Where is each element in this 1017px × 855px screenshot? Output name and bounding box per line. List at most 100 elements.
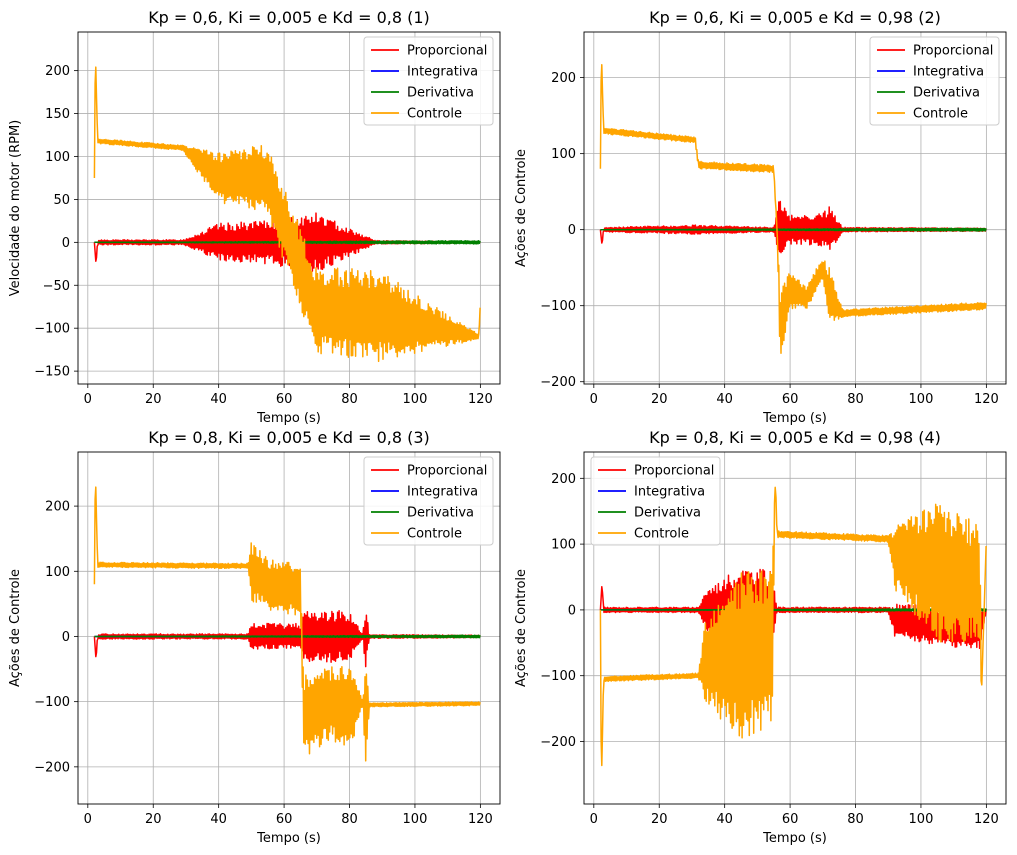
series-line-derivativa bbox=[600, 227, 987, 232]
x-axis-label: Tempo (s) bbox=[762, 831, 827, 846]
legend-label: Integrativa bbox=[634, 485, 705, 500]
x-tick-label: 20 bbox=[651, 392, 668, 407]
legend-label: Derivativa bbox=[407, 86, 474, 101]
x-tick-label: 0 bbox=[84, 812, 92, 827]
x-tick-label: 120 bbox=[974, 392, 999, 407]
legend-label: Derivativa bbox=[913, 86, 980, 101]
series-line-controle bbox=[599, 486, 987, 767]
plot-area bbox=[93, 66, 481, 363]
x-tick-label: 0 bbox=[590, 812, 598, 827]
y-tick-label: −50 bbox=[43, 279, 70, 294]
x-tick-label: 80 bbox=[847, 812, 864, 827]
y-axis-label: Velocidade do motor (RPM) bbox=[8, 120, 23, 297]
axes-frame bbox=[77, 451, 501, 805]
y-tick-label: 100 bbox=[45, 150, 70, 165]
series-line-proporcional bbox=[599, 200, 987, 254]
x-tick-label: 120 bbox=[974, 812, 999, 827]
y-tick-label: 0 bbox=[62, 630, 70, 645]
x-tick-label: 40 bbox=[210, 392, 227, 407]
y-tick-label: 0 bbox=[568, 603, 576, 618]
series-line-proporcional bbox=[93, 609, 481, 668]
y-tick-label: 100 bbox=[551, 147, 576, 162]
chart-title: Kp = 0,6, Ki = 0,005 e Kd = 0,98 (2) bbox=[649, 8, 941, 27]
legend-box bbox=[363, 456, 494, 546]
y-tick-label: 100 bbox=[551, 538, 576, 553]
y-tick-label: −200 bbox=[540, 375, 576, 390]
x-tick-label: 20 bbox=[145, 812, 162, 827]
y-axis-label: Ações de Controle bbox=[514, 149, 529, 267]
x-tick-label: 80 bbox=[341, 812, 358, 827]
y-tick-label: 200 bbox=[551, 472, 576, 487]
y-tick-label: 150 bbox=[45, 107, 70, 122]
x-tick-label: 20 bbox=[145, 392, 162, 407]
y-tick-label: 100 bbox=[45, 565, 70, 580]
x-tick-label: 60 bbox=[276, 392, 293, 407]
chart-title: Kp = 0,6, Ki = 0,005 e Kd = 0,8 (1) bbox=[148, 8, 430, 27]
y-axis-label: Ações de Controle bbox=[514, 569, 529, 687]
chart-title: Kp = 0,8, Ki = 0,005 e Kd = 0,98 (4) bbox=[649, 428, 941, 447]
x-tick-label: 100 bbox=[909, 812, 934, 827]
legend-label: Proporcional bbox=[407, 44, 487, 59]
x-tick-label: 40 bbox=[716, 392, 733, 407]
x-axis-label: Tempo (s) bbox=[256, 411, 321, 426]
x-tick-label: 120 bbox=[468, 392, 493, 407]
legend-box bbox=[363, 36, 494, 126]
y-tick-label: −150 bbox=[34, 365, 70, 380]
y-tick-label: −100 bbox=[34, 322, 70, 337]
legend: Proporcional Integrativa Derivativa Control… bbox=[363, 456, 494, 546]
axes-frame bbox=[583, 31, 1007, 385]
y-tick-label: 50 bbox=[53, 193, 70, 208]
x-tick-label: 100 bbox=[909, 392, 934, 407]
y-tick-label: 200 bbox=[45, 64, 70, 79]
x-tick-label: 60 bbox=[276, 812, 293, 827]
x-tick-label: 60 bbox=[782, 392, 799, 407]
y-tick-label: −100 bbox=[540, 299, 576, 314]
x-tick-label: 100 bbox=[403, 812, 428, 827]
legend-label: Derivativa bbox=[407, 506, 474, 521]
legend-box bbox=[869, 36, 1000, 126]
legend-label: Derivativa bbox=[634, 506, 701, 521]
legend-label: Proporcional bbox=[407, 464, 487, 479]
x-tick-label: 40 bbox=[210, 812, 227, 827]
x-tick-label: 20 bbox=[651, 812, 668, 827]
subplot-4: Kp = 0,8, Ki = 0,005 e Kd = 0,98 (4) 0 20 4… bbox=[514, 428, 1007, 846]
series-line-controle bbox=[93, 486, 481, 762]
legend-label: Controle bbox=[407, 107, 462, 122]
subplot-3: Kp = 0,8, Ki = 0,005 e Kd = 0,8 (3) 0 20 40… bbox=[8, 428, 501, 846]
plot-area bbox=[93, 486, 481, 762]
x-tick-label: 0 bbox=[84, 392, 92, 407]
y-tick-label: 0 bbox=[568, 223, 576, 238]
x-tick-label: 80 bbox=[847, 392, 864, 407]
legend: Proporcional Integrativa Derivativa Control… bbox=[869, 36, 1000, 126]
plot-area bbox=[599, 486, 987, 767]
legend-label: Proporcional bbox=[913, 44, 993, 59]
x-axis-label: Tempo (s) bbox=[762, 411, 827, 426]
x-tick-label: 60 bbox=[782, 812, 799, 827]
legend-label: Controle bbox=[913, 107, 968, 122]
y-tick-label: −100 bbox=[34, 695, 70, 710]
y-axis-label: Ações de Controle bbox=[8, 569, 23, 687]
axes-frame bbox=[77, 31, 501, 385]
x-tick-label: 120 bbox=[468, 812, 493, 827]
y-tick-label: −200 bbox=[540, 735, 576, 750]
x-tick-label: 0 bbox=[590, 392, 598, 407]
series-line-controle bbox=[93, 66, 481, 363]
legend-label: Integrativa bbox=[407, 65, 478, 80]
y-tick-label: 200 bbox=[45, 500, 70, 515]
chart-title: Kp = 0,8, Ki = 0,005 e Kd = 0,8 (3) bbox=[148, 428, 430, 447]
y-tick-label: −100 bbox=[540, 669, 576, 684]
legend-label: Controle bbox=[634, 527, 689, 542]
legend-label: Proporcional bbox=[634, 464, 714, 479]
legend-label: Integrativa bbox=[913, 65, 984, 80]
legend-box bbox=[590, 456, 721, 546]
axes-frame bbox=[583, 451, 1007, 805]
x-axis-label: Tempo (s) bbox=[256, 831, 321, 846]
x-tick-label: 100 bbox=[403, 392, 428, 407]
series-line-controle bbox=[599, 64, 987, 355]
x-tick-label: 40 bbox=[716, 812, 733, 827]
y-tick-label: 0 bbox=[62, 236, 70, 251]
subplot-1: Kp = 0,6, Ki = 0,005 e Kd = 0,8 (1) 0 20 40… bbox=[8, 8, 501, 426]
plot-area bbox=[599, 64, 987, 355]
legend: Proporcional Integrativa Derivativa Control… bbox=[590, 456, 721, 546]
legend-label: Integrativa bbox=[407, 485, 478, 500]
